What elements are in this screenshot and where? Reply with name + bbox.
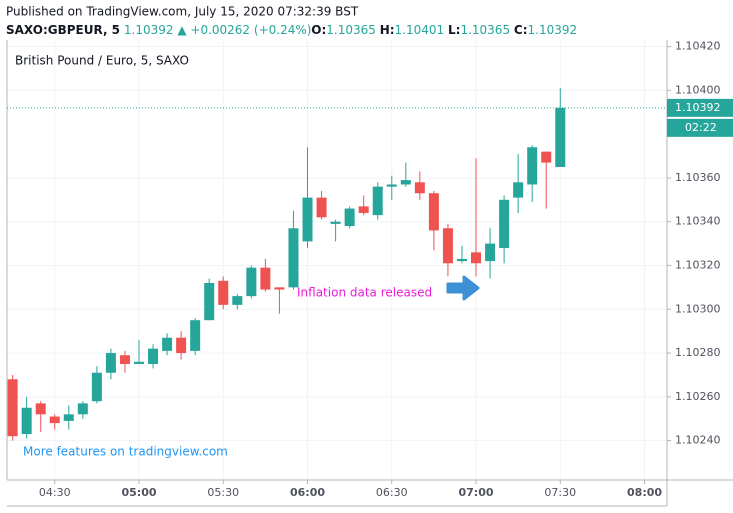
annotation: Inflation data released [297, 286, 432, 300]
candle-body [77, 403, 88, 415]
candle-body [527, 147, 538, 185]
countdown: 02:22 [685, 121, 717, 134]
x-tick-label: 07:30 [544, 486, 576, 499]
x-tick-label: 07:00 [459, 486, 494, 499]
x-tick-label: 08:00 [627, 486, 662, 499]
y-tick-label: 1.10340 [675, 215, 721, 228]
candle-body [21, 407, 32, 435]
quote-line: SAXO:GBPEUR, 5 1.10392 ▲ +0.00262 (+0.24… [6, 23, 577, 37]
x-tick-label: 04:30 [39, 486, 71, 499]
y-tick-label: 1.10420 [675, 40, 721, 53]
price-label-box [667, 98, 733, 117]
candle-body [134, 361, 144, 364]
candle-body [190, 320, 201, 351]
y-tick-label: 1.10300 [675, 302, 721, 315]
x-tick-label: 06:30 [376, 486, 408, 499]
candle-body [386, 184, 397, 187]
candle-body [555, 107, 566, 167]
candle-body [316, 197, 327, 218]
open-value: 1.10365 [326, 23, 376, 37]
y-tick-label: 1.10240 [675, 434, 721, 447]
candle-body [302, 197, 313, 242]
symbol: SAXO:GBPEUR, 5 [6, 23, 120, 37]
high-value: 1.10401 [395, 23, 445, 37]
legend-title: British Pound / Euro, 5, SAXO [15, 54, 189, 68]
y-tick-label: 1.10360 [675, 171, 721, 184]
candle-body [162, 337, 173, 351]
grid [7, 40, 667, 480]
low-label: L: [448, 23, 460, 37]
y-tick-label: 1.10400 [675, 83, 721, 96]
candle-body [218, 280, 229, 305]
watermark: More features on tradingview.com [23, 445, 228, 459]
candle-body [232, 296, 243, 305]
candle-body [148, 348, 159, 364]
candle-body [400, 180, 411, 185]
candle-body [35, 403, 46, 415]
candle-body [274, 287, 285, 290]
candle-body [499, 199, 510, 248]
published-line: Published on TradingView.com, July 15, 2… [6, 5, 359, 19]
candle-body [428, 193, 439, 231]
countdown-box [667, 118, 733, 137]
candle-body [541, 151, 552, 163]
candle-body [330, 221, 341, 224]
candle-body [105, 353, 116, 373]
close-value: 1.10392 [528, 23, 578, 37]
candle-body [358, 206, 369, 213]
candle-body [91, 372, 102, 402]
change: +0.00262 (+0.24%) [190, 23, 311, 37]
candle-body [63, 414, 74, 421]
candle-body [260, 267, 271, 290]
candle-body [288, 228, 299, 288]
candle-body [456, 258, 467, 262]
price-label: 1.10392 [675, 101, 721, 114]
y-tick-label: 1.10260 [675, 390, 721, 403]
annotation-arrow [446, 275, 480, 301]
candle-body [49, 416, 60, 424]
y-tick-label: 1.10320 [675, 258, 721, 271]
low-value: 1.10365 [460, 23, 510, 37]
close-label: C: [514, 23, 528, 37]
high-label: H: [380, 23, 395, 37]
candle-body [119, 355, 130, 364]
candle-body [372, 186, 383, 216]
candle-body [204, 282, 215, 321]
x-tick-label: 05:30 [207, 486, 239, 499]
candle-body [414, 182, 425, 194]
last-price: 1.10392 [124, 23, 174, 37]
candle-body [246, 267, 257, 297]
candle-body [176, 337, 187, 354]
open-label: O: [311, 23, 326, 37]
candle-body [485, 243, 496, 262]
candle-body [7, 379, 18, 437]
candle-body [513, 182, 524, 198]
x-tick-label: 05:00 [121, 486, 156, 499]
candle-body [442, 228, 453, 264]
y-tick-label: 1.10280 [675, 346, 721, 359]
candle-body [344, 208, 355, 227]
candle-body [471, 252, 482, 264]
candles [7, 88, 566, 441]
x-tick-label: 06:00 [290, 486, 325, 499]
change-sign: ▲ [177, 23, 187, 37]
